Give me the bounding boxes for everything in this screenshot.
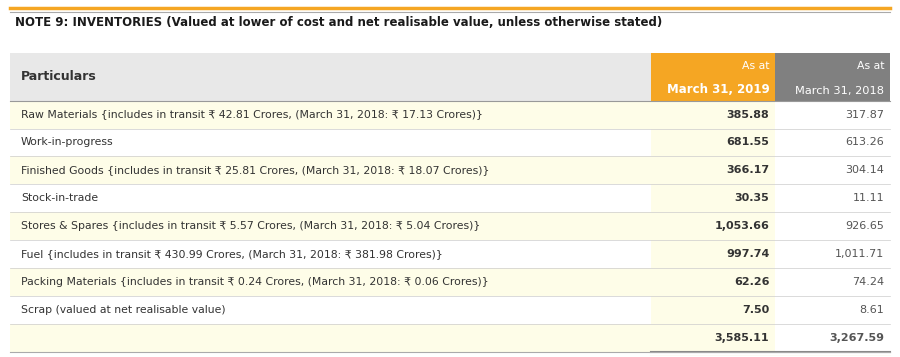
Text: Finished Goods {includes in transit ₹ 25.81 Crores, (March 31, 2018: ₹ 18.07 Cro: Finished Goods {includes in transit ₹ 25… [21, 165, 490, 175]
Bar [11, 156, 651, 185]
Text: 8.61: 8.61 [860, 305, 885, 315]
Bar [651, 324, 775, 352]
Bar [651, 129, 775, 156]
Text: 317.87: 317.87 [845, 110, 885, 120]
Bar [651, 212, 775, 240]
Bar [775, 129, 889, 156]
Bar [11, 296, 651, 324]
Text: 1,011.71: 1,011.71 [835, 249, 885, 259]
Text: Fuel {includes in transit ₹ 430.99 Crores, (March 31, 2018: ₹ 381.98 Crores)}: Fuel {includes in transit ₹ 430.99 Crore… [21, 249, 443, 259]
Bar [775, 212, 889, 240]
Text: 3,585.11: 3,585.11 [715, 333, 770, 343]
Text: Particulars: Particulars [21, 70, 97, 83]
Text: NOTE 9: INVENTORIES (Valued at lower of cost and net realisable value, unless ot: NOTE 9: INVENTORIES (Valued at lower of … [14, 16, 662, 29]
Bar [775, 156, 889, 185]
Text: March 31, 2018: March 31, 2018 [796, 86, 885, 96]
Bar [11, 129, 651, 156]
Bar [775, 296, 889, 324]
Text: Stores & Spares {includes in transit ₹ 5.57 Crores, (March 31, 2018: ₹ 5.04 Cror: Stores & Spares {includes in transit ₹ 5… [21, 221, 481, 231]
Text: March 31, 2019: March 31, 2019 [667, 83, 770, 96]
Text: 926.65: 926.65 [845, 221, 885, 231]
Bar [651, 268, 775, 296]
Text: 1,053.66: 1,053.66 [715, 221, 770, 231]
Bar [775, 268, 889, 296]
Text: 304.14: 304.14 [845, 165, 885, 175]
Text: Stock-in-trade: Stock-in-trade [21, 193, 98, 203]
Text: 11.11: 11.11 [852, 193, 885, 203]
Bar [11, 101, 651, 129]
Text: 385.88: 385.88 [726, 110, 770, 120]
Bar [775, 185, 889, 212]
Text: 613.26: 613.26 [845, 137, 885, 147]
Bar [11, 212, 651, 240]
Text: 366.17: 366.17 [726, 165, 770, 175]
Text: 7.50: 7.50 [742, 305, 770, 315]
Text: Scrap (valued at net realisable value): Scrap (valued at net realisable value) [21, 305, 226, 315]
Bar [651, 296, 775, 324]
Text: Packing Materials {includes in transit ₹ 0.24 Crores, (March 31, 2018: ₹ 0.06 Cr: Packing Materials {includes in transit ₹… [21, 277, 489, 287]
Bar [651, 156, 775, 185]
Bar [775, 240, 889, 268]
Bar [651, 185, 775, 212]
Text: 997.74: 997.74 [726, 249, 770, 259]
Text: 3,267.59: 3,267.59 [829, 333, 885, 343]
Text: 30.35: 30.35 [734, 193, 770, 203]
Bar [651, 240, 775, 268]
Bar [775, 324, 889, 352]
Text: As at: As at [742, 61, 769, 71]
Text: As at: As at [857, 61, 885, 71]
Bar [11, 268, 651, 296]
Text: 74.24: 74.24 [852, 277, 885, 287]
Bar [775, 101, 889, 129]
Bar [11, 185, 651, 212]
Text: Work-in-progress: Work-in-progress [21, 137, 113, 147]
Text: Raw Materials {includes in transit ₹ 42.81 Crores, (March 31, 2018: ₹ 17.13 Cror: Raw Materials {includes in transit ₹ 42.… [21, 110, 483, 120]
Bar [11, 324, 651, 352]
Bar [11, 240, 651, 268]
Text: 681.55: 681.55 [726, 137, 770, 147]
Bar [651, 101, 775, 129]
Text: 62.26: 62.26 [734, 277, 770, 287]
